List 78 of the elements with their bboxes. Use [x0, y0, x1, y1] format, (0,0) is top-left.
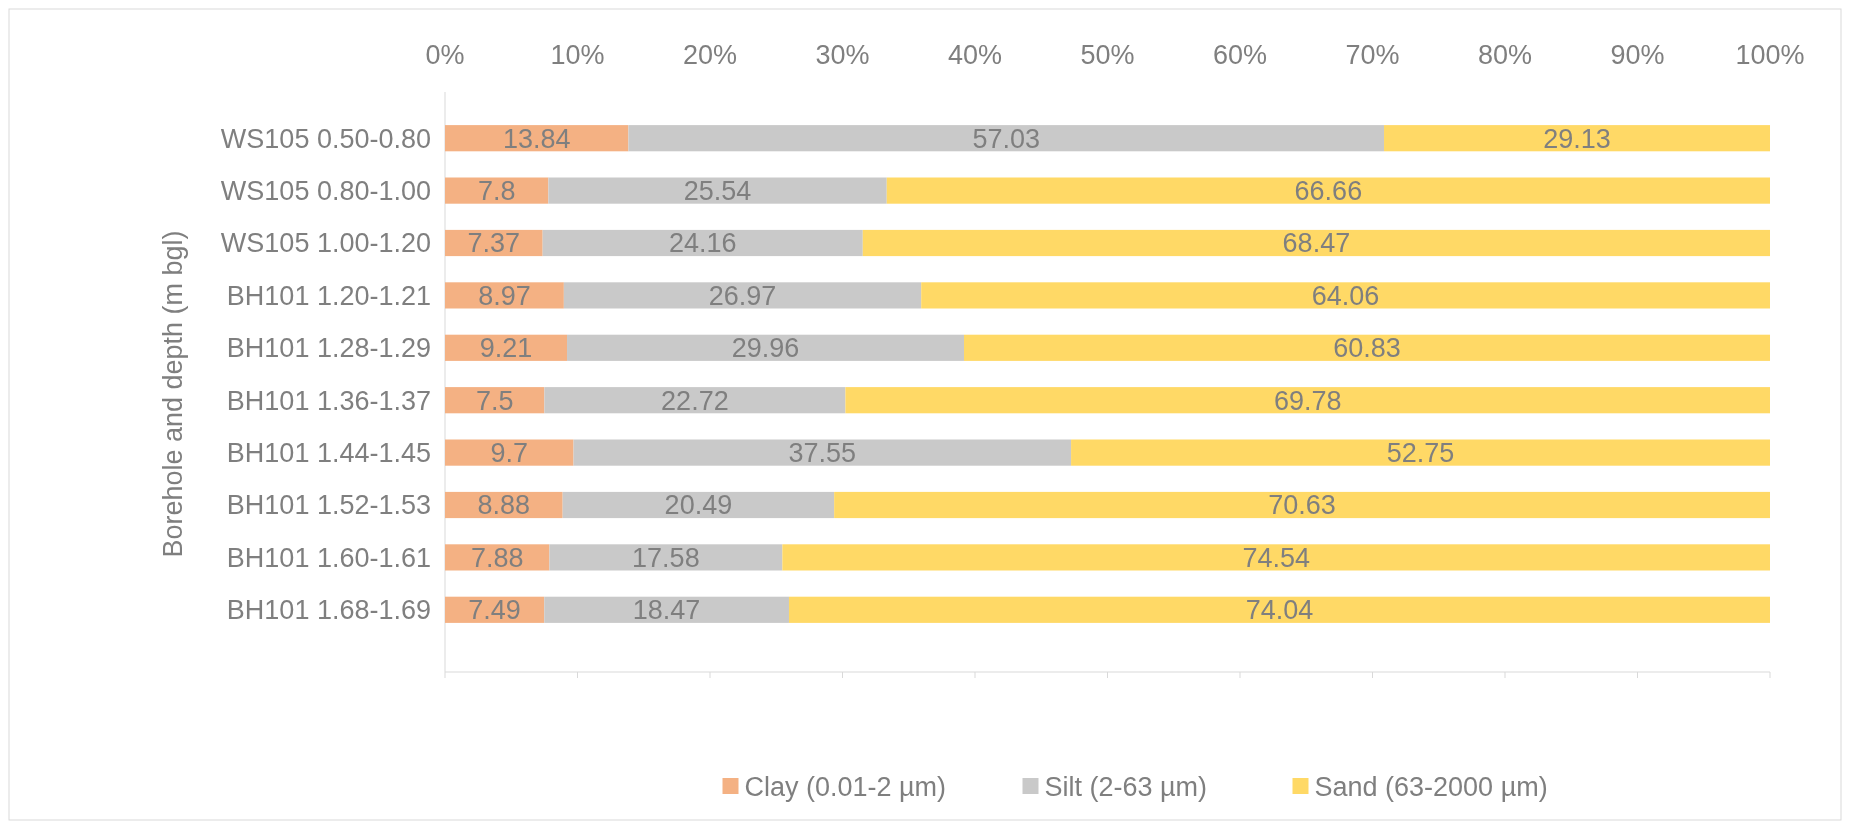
- x-tick-label: 100%: [1735, 40, 1805, 70]
- y-tick-label: BH101 1.60-1.61: [226, 542, 431, 573]
- bar: [445, 387, 545, 414]
- data-label: 20.49: [664, 490, 733, 521]
- data-label: 7.37: [467, 228, 521, 259]
- data-label: 17.58: [632, 542, 700, 573]
- bar: [548, 177, 887, 204]
- x-tick-label: 10%: [550, 40, 605, 70]
- data-label: 37.55: [788, 438, 857, 469]
- data-label: 7.8: [477, 176, 516, 207]
- x-tick-label: 40%: [947, 40, 1003, 70]
- data-label: 9.7: [490, 438, 529, 469]
- y-tick-label: BH101 1.36-1.37: [226, 385, 431, 416]
- data-label: 26.97: [708, 280, 777, 311]
- x-tick-label: 60%: [1212, 40, 1268, 70]
- bar: [1384, 125, 1770, 152]
- bar: [964, 334, 1770, 361]
- bar: [921, 282, 1770, 309]
- data-label: 74.04: [1245, 595, 1314, 626]
- bar: [445, 439, 574, 466]
- y-tick-label: WS105 1.00-1.20: [220, 228, 431, 259]
- data-label: 24.16: [668, 228, 737, 259]
- data-label: 74.54: [1242, 542, 1310, 573]
- bar: [834, 491, 1770, 519]
- data-label: 9.21: [479, 333, 533, 364]
- legend-label: Silt (2-63 µm): [1044, 772, 1208, 803]
- x-tick-label: 90%: [1610, 40, 1665, 70]
- data-label: 69.78: [1273, 385, 1342, 416]
- bar: [542, 229, 863, 257]
- data-label: 68.47: [1282, 228, 1351, 259]
- y-axis-title: Borehole and depth (m bgl): [158, 230, 189, 558]
- data-label: 25.54: [683, 176, 752, 207]
- legend-label: Clay (0.01-2 µm): [744, 772, 947, 803]
- data-label: 8.88: [477, 490, 531, 521]
- y-tick-label: WS105 0.80-1.00: [220, 176, 431, 207]
- bar: [544, 387, 846, 414]
- y-tick-label: BH101 1.68-1.69: [226, 595, 431, 626]
- data-label: 7.49: [468, 595, 521, 626]
- data-label: 22.72: [661, 385, 729, 416]
- data-label: 7.5: [475, 385, 514, 416]
- bar: [886, 177, 1770, 204]
- y-tick-label: BH101 1.20-1.21: [226, 280, 431, 311]
- data-label: 57.03: [972, 123, 1040, 154]
- data-label: 64.06: [1311, 280, 1380, 311]
- data-label: 8.97: [478, 280, 531, 311]
- legend-label: Sand (63-2000 µm): [1314, 772, 1548, 803]
- y-tick-label: BH101 1.52-1.53: [226, 490, 431, 521]
- bar: [628, 125, 1385, 152]
- bar: [445, 282, 564, 309]
- x-tick-label: 30%: [815, 40, 870, 70]
- y-tick-label: BH101 1.44-1.45: [226, 438, 431, 469]
- bar: [782, 544, 1770, 571]
- data-label: 29.96: [731, 333, 800, 364]
- data-label: 29.13: [1543, 123, 1611, 154]
- bar: [567, 334, 964, 361]
- data-label: 60.83: [1333, 333, 1401, 364]
- bar: [845, 387, 1770, 414]
- y-tick-label: WS105 0.50-0.80: [220, 123, 431, 154]
- bar: [862, 229, 1770, 257]
- bar: [788, 596, 1770, 623]
- bar: [563, 282, 922, 309]
- y-tick-label: BH101 1.28-1.29: [226, 333, 431, 364]
- x-tick-label: 20%: [682, 40, 738, 70]
- data-label: 70.63: [1268, 490, 1336, 521]
- bar: [1071, 439, 1770, 466]
- data-label: 7.88: [470, 542, 524, 573]
- bar: [544, 596, 789, 623]
- data-label: 52.75: [1386, 438, 1455, 469]
- data-label: 13.84: [502, 123, 571, 154]
- x-tick-label: 50%: [1080, 40, 1135, 70]
- data-label: 18.47: [632, 595, 701, 626]
- x-tick-label: 70%: [1345, 40, 1400, 70]
- bar: [549, 544, 783, 571]
- x-tick-label: 0%: [425, 40, 465, 70]
- bar: [562, 491, 835, 519]
- x-tick-label: 80%: [1477, 40, 1533, 70]
- bar: [573, 439, 1072, 466]
- data-label: 66.66: [1294, 176, 1363, 207]
